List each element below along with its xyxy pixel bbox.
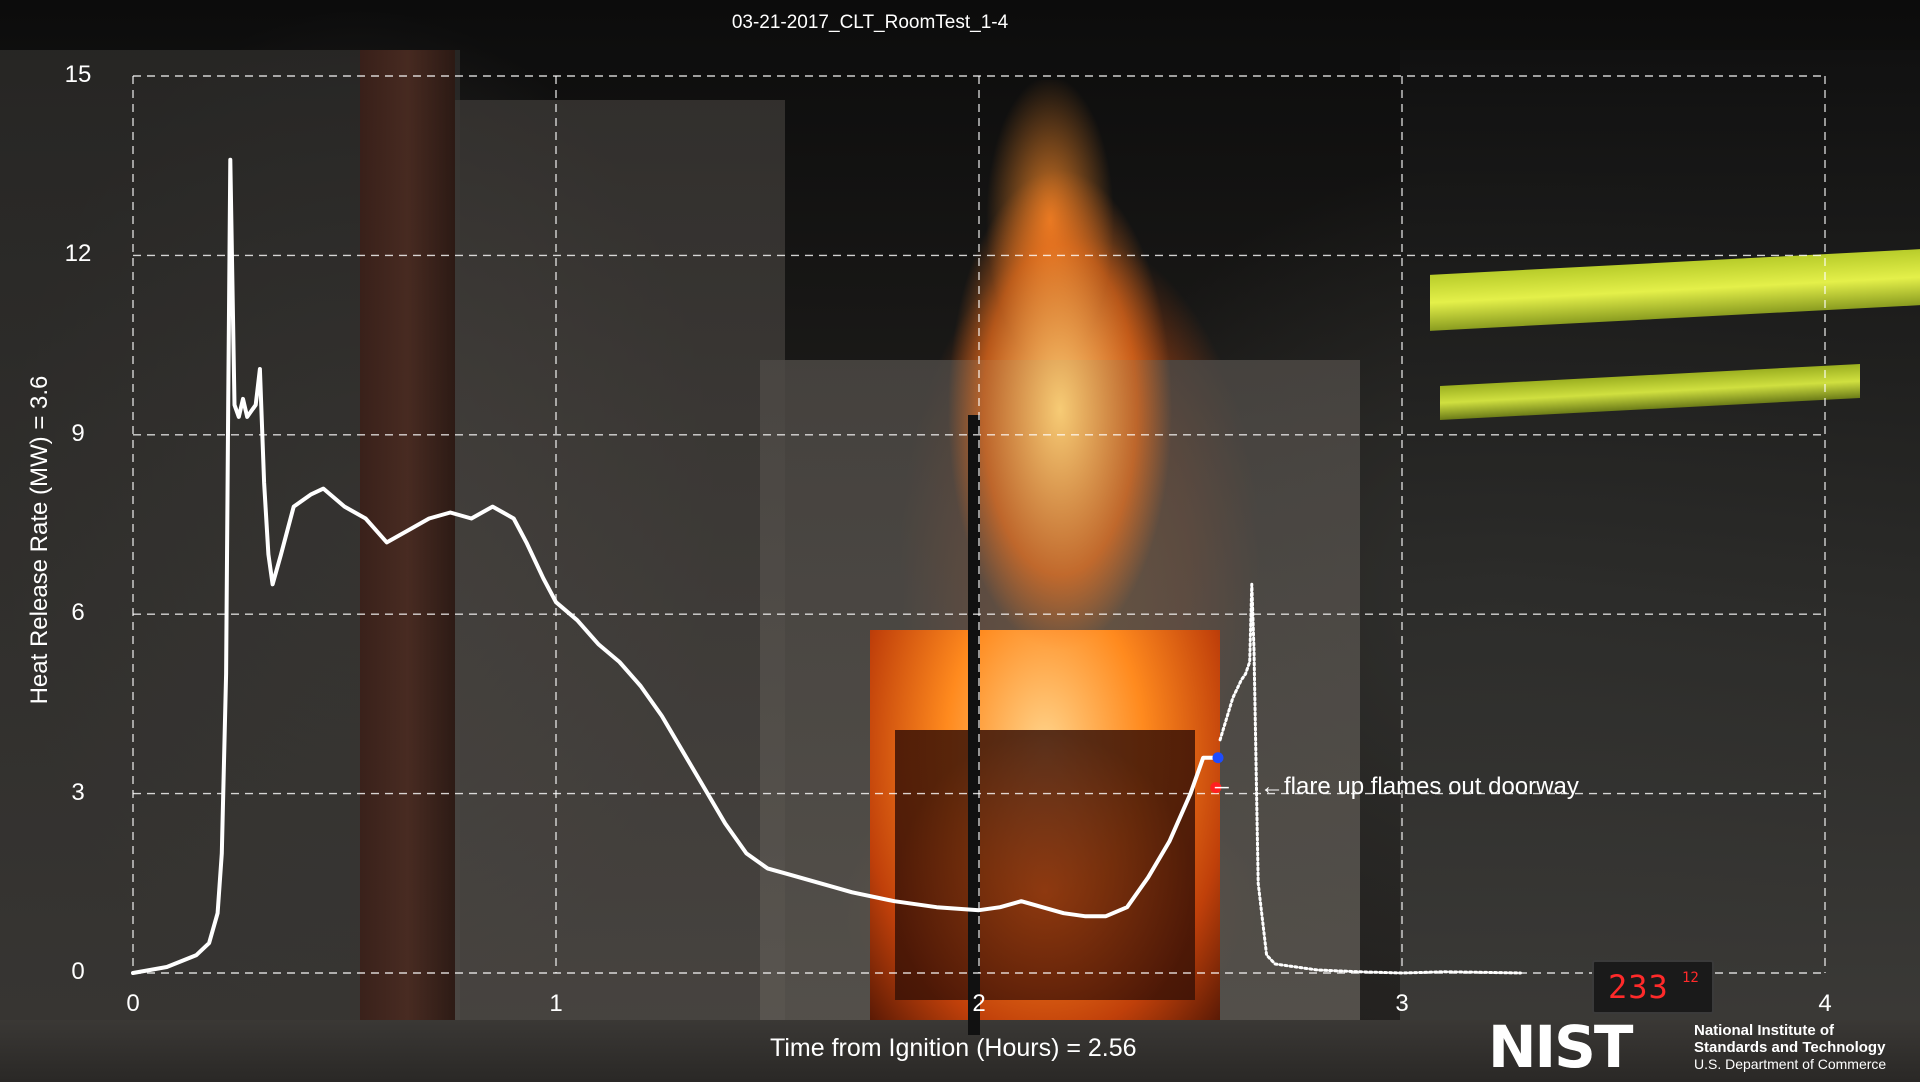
nist-department-line: U.S. Department of Commerce bbox=[1694, 1056, 1887, 1072]
y-tick-label: 12 bbox=[64, 240, 92, 268]
hrr-series-line bbox=[131, 157, 1218, 975]
hrr-future-line bbox=[1218, 582, 1522, 975]
background-pillar bbox=[360, 50, 455, 1050]
y-tick-label: 9 bbox=[71, 419, 85, 447]
series-layer bbox=[131, 157, 1522, 975]
nist-name-block: National Institute of Standards and Tech… bbox=[1694, 1022, 1886, 1073]
annotation-label: ←flare up flames out doorway bbox=[1260, 773, 1579, 800]
timer-sub-digits: 12 bbox=[1682, 970, 1699, 986]
chart-title: 03-21-2017_CLT_RoomTest_1-4 bbox=[731, 12, 1009, 33]
x-tick-label: 3 bbox=[1395, 990, 1409, 1017]
instrument-pole bbox=[968, 415, 980, 1035]
background-wall-middle bbox=[455, 100, 785, 1050]
flame-plume bbox=[860, 80, 1260, 680]
timer-display: 233 12 bbox=[1592, 960, 1714, 1014]
y-tick-label: 6 bbox=[71, 599, 85, 627]
x-tick-label: 0 bbox=[126, 990, 140, 1017]
x-axis-label: Time from Ignition (Hours) = 2.56 bbox=[770, 1034, 1137, 1062]
y-axis-label-container: Heat Release Rate (MW) = 3.6 bbox=[12, 100, 68, 980]
nist-name-line: Standards and Technology bbox=[1694, 1039, 1886, 1056]
nist-name-line: National Institute of bbox=[1694, 1022, 1834, 1039]
marker-layer bbox=[1210, 752, 1229, 794]
y-tick-label: 15 bbox=[64, 61, 92, 88]
timer-main-digits: 233 bbox=[1608, 968, 1669, 1006]
y-tick-label: 3 bbox=[71, 778, 85, 806]
x-tick-label: 1 bbox=[549, 990, 563, 1017]
y-tick-label: 0 bbox=[71, 958, 85, 985]
background-structure-right bbox=[1400, 50, 1920, 1050]
x-tick-label: 2 bbox=[972, 990, 986, 1017]
y-axis-label: Heat Release Rate (MW) = 3.6 bbox=[26, 375, 53, 705]
grid bbox=[132, 75, 1826, 974]
nist-logo: NIST bbox=[1488, 1013, 1633, 1081]
doorway-interior bbox=[895, 730, 1195, 1000]
current-point-marker bbox=[1212, 752, 1224, 764]
floor bbox=[0, 1020, 1920, 1082]
x-tick-label: 4 bbox=[1818, 990, 1832, 1017]
